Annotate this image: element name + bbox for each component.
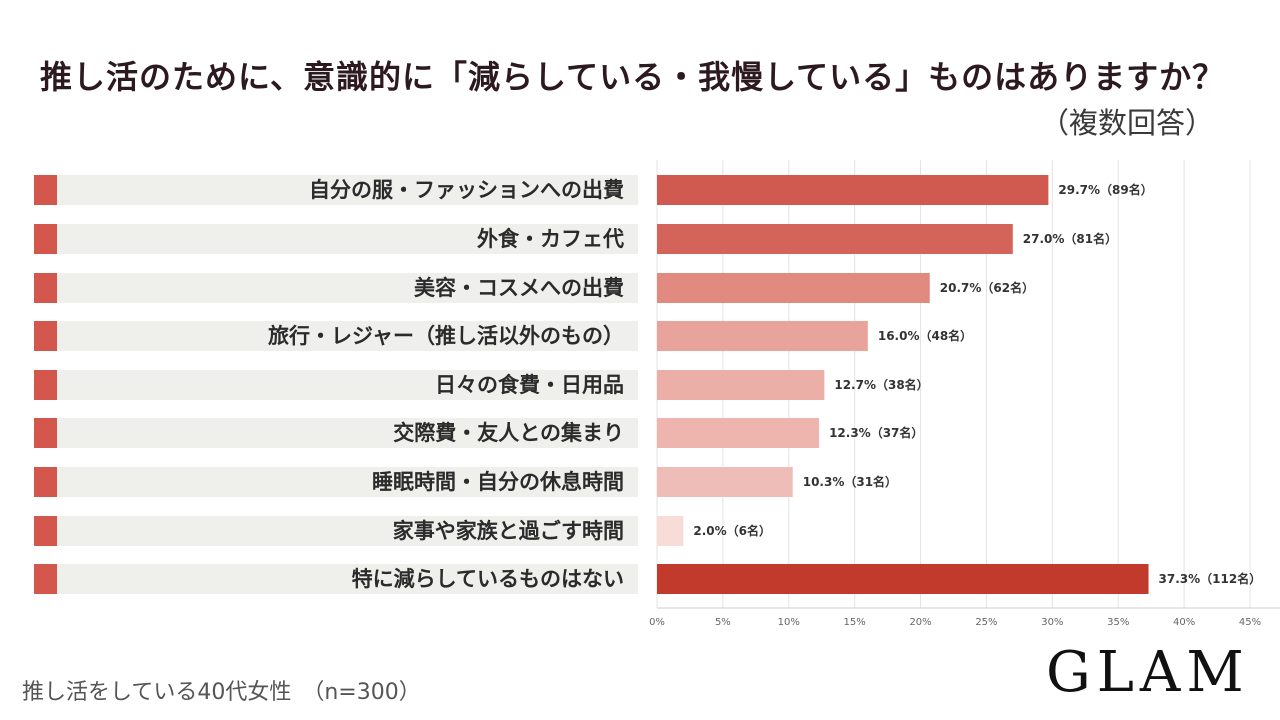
category-row: 睡眠時間・自分の休息時間: [34, 467, 638, 497]
category-label: 睡眠時間・自分の休息時間: [372, 470, 624, 494]
bar: [657, 564, 1149, 594]
category-row: 旅行・レジャー（推し活以外のもの）: [34, 321, 638, 351]
bar-data-label: 29.7%（89名）: [1058, 182, 1152, 197]
category-label: 自分の服・ファッションへの出費: [309, 178, 624, 202]
category-swatch: [34, 175, 57, 205]
x-tick-label: 10%: [778, 617, 800, 628]
category-swatch: [34, 418, 57, 448]
bar: [657, 516, 684, 546]
bar-data-label: 16.0%（48名）: [878, 328, 972, 343]
category-row: 自分の服・ファッションへの出費: [34, 175, 638, 205]
glam-logo: GLAM: [1046, 640, 1250, 705]
category-label: 美容・コスメへの出費: [414, 276, 624, 300]
bar-data-label: 2.0%（6名）: [693, 523, 771, 538]
bar: [657, 370, 825, 400]
category-row: 特に減らしているものはない: [34, 564, 638, 594]
x-tick-label: 45%: [1239, 617, 1261, 628]
category-label: 交際費・友人との集まり: [393, 421, 624, 445]
x-tick-label: 35%: [1107, 617, 1129, 628]
category-label: 日々の食費・日用品: [435, 373, 624, 397]
category-row: 外食・カフェ代: [34, 224, 638, 254]
category-label: 特に減らしているものはない: [351, 567, 624, 591]
bar-data-label: 12.7%（38名）: [834, 377, 928, 392]
category-swatch: [34, 467, 57, 497]
category-row: 美容・コスメへの出費: [34, 273, 638, 303]
x-tick-label: 30%: [1041, 617, 1063, 628]
bar: [657, 321, 868, 351]
category-swatch: [34, 564, 57, 594]
x-tick-label: 25%: [975, 617, 997, 628]
bar-data-label: 12.3%（37名）: [829, 425, 923, 440]
category-label: 家事や家族と過ごす時間: [392, 519, 624, 543]
category-swatch: [34, 516, 57, 546]
x-tick-label: 40%: [1173, 617, 1195, 628]
x-tick-label: 15%: [844, 617, 866, 628]
x-tick-label: 5%: [715, 617, 731, 628]
bar: [657, 175, 1049, 205]
chart-title: 推し活のために、意識的に「減らしている・我慢している」ものはありますか？: [40, 58, 1226, 96]
bar-data-label: 37.3%（112名）: [1159, 571, 1262, 586]
category-swatch: [34, 273, 57, 303]
bar-data-label: 10.3%（31名）: [803, 474, 897, 489]
category-label: 外食・カフェ代: [477, 227, 624, 251]
category-row: 日々の食費・日用品: [34, 370, 638, 400]
category-swatch: [34, 224, 57, 254]
bar-data-label: 20.7%（62名）: [940, 280, 1034, 295]
bar-data-label: 27.0%（81名）: [1023, 231, 1117, 246]
chart-subtitle: （複数回答）: [1040, 106, 1215, 140]
category-swatch: [34, 370, 57, 400]
sample-note: 推し活をしている40代女性 （n=300）: [22, 680, 421, 705]
bar: [657, 224, 1013, 254]
category-row: 家事や家族と過ごす時間: [34, 516, 638, 546]
x-tick-label: 0%: [649, 617, 665, 628]
x-tick-label: 20%: [909, 617, 931, 628]
category-row: 交際費・友人との集まり: [34, 418, 638, 448]
bar: [657, 418, 820, 448]
bar: [657, 467, 793, 497]
category-label: 旅行・レジャー（推し活以外のもの）: [268, 324, 624, 348]
category-swatch: [34, 321, 57, 351]
bar: [657, 273, 930, 303]
